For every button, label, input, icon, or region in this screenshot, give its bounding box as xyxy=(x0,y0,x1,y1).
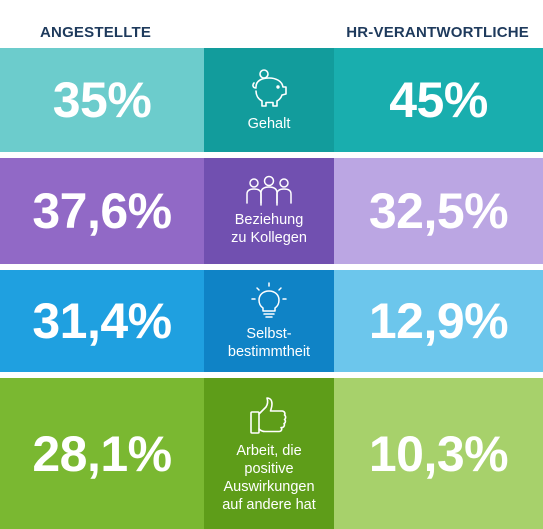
category-label-line: Selbst- xyxy=(246,326,292,342)
thumbs-up-icon xyxy=(250,396,287,434)
category-label: Selbst- bestimmtheit xyxy=(228,325,310,361)
category-label: Arbeit, die positive Auswirkungen auf an… xyxy=(222,442,316,514)
header-hr-verantwortliche: HR-VERANTWORTLICHE xyxy=(346,24,529,41)
row-arbeit: 28,1% Arbeit, die positive Auswirkungen … xyxy=(0,378,543,529)
category-label-line: zu Kollegen xyxy=(231,230,307,246)
people-group-icon xyxy=(246,175,292,206)
angestellte-value: 37,6% xyxy=(32,183,172,239)
row-beziehung: 37,6% Beziehung zu Kollegen 32,5% xyxy=(0,158,543,264)
category-cell: Arbeit, die positive Auswirkungen auf an… xyxy=(204,378,334,529)
piggy-bank-icon xyxy=(252,69,287,107)
hr-cell: 12,9% xyxy=(334,270,543,372)
category-label-line: Beziehung xyxy=(234,212,304,228)
category-label-line: Auswirkungen xyxy=(223,478,315,495)
hr-value: 32,5% xyxy=(368,183,509,239)
row-selbstbestimmtheit: 31,4% Selbst- bestimmtheit 12,9% xyxy=(0,270,543,372)
hr-value: 10,3% xyxy=(368,425,509,482)
angestellte-cell: 37,6% xyxy=(0,158,204,264)
angestellte-value: 31,4% xyxy=(32,293,172,349)
angestellte-cell: 28,1% xyxy=(0,378,204,529)
hr-cell: 45% xyxy=(334,48,543,152)
category-label-line: Gehalt xyxy=(247,116,291,132)
angestellte-cell: 31,4% xyxy=(0,270,204,372)
category-label-line: positive xyxy=(244,460,294,477)
angestellte-value: 35% xyxy=(52,72,152,128)
row-gehalt: 35% Gehalt 45% xyxy=(0,48,543,152)
category-cell: Selbst- bestimmtheit xyxy=(204,270,334,372)
category-label-line: auf andere hat xyxy=(222,496,316,513)
lightbulb-icon xyxy=(251,282,287,318)
hr-value: 12,9% xyxy=(368,293,509,349)
hr-value: 45% xyxy=(389,72,488,128)
angestellte-value: 28,1% xyxy=(32,425,172,482)
category-cell: Gehalt xyxy=(204,48,334,152)
category-label: Beziehung zu Kollegen xyxy=(231,211,307,247)
hr-cell: 32,5% xyxy=(334,158,543,264)
column-headers: ANGESTELLTE HR-VERANTWORTLICHE xyxy=(0,0,543,48)
header-angestellte: ANGESTELLTE xyxy=(40,24,152,41)
category-label-line: bestimmtheit xyxy=(227,344,311,360)
category-cell: Beziehung zu Kollegen xyxy=(204,158,334,264)
category-label: Gehalt xyxy=(248,115,291,133)
angestellte-cell: 35% xyxy=(0,48,204,152)
category-label-line: Arbeit, die xyxy=(236,442,302,459)
hr-cell: 10,3% xyxy=(334,378,543,529)
